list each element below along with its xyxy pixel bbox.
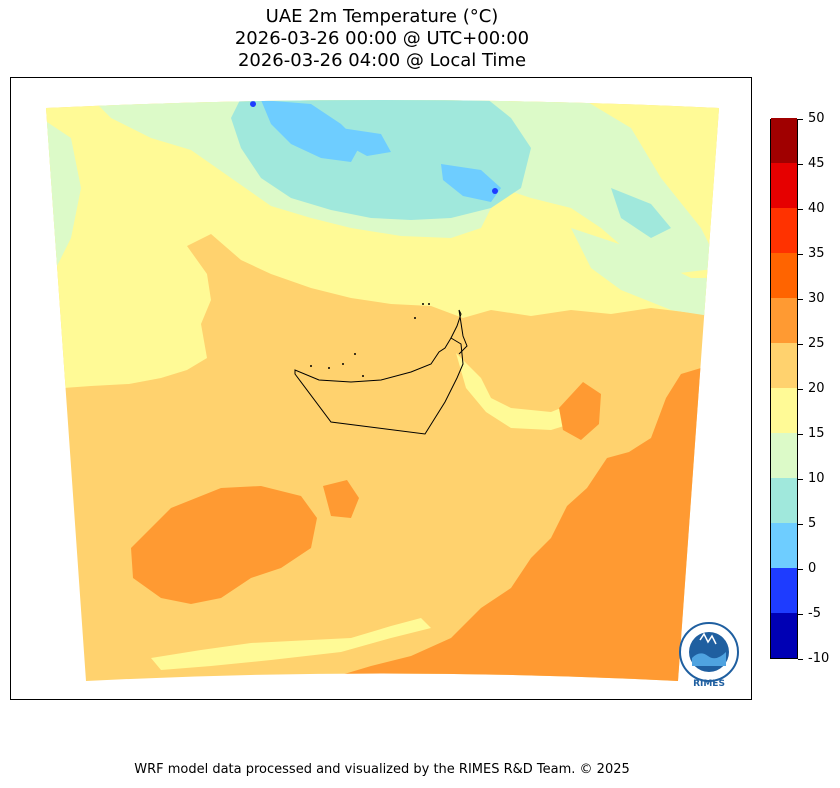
colorbar-segment <box>771 522 797 568</box>
colorbar-label: 40 <box>808 201 825 216</box>
temperature-map <box>46 100 719 681</box>
band-10-15-east <box>571 228 719 318</box>
colorbar-segment <box>771 117 797 163</box>
colorbar-segment <box>771 342 797 388</box>
colorbar-tick <box>798 209 803 210</box>
title-line-2: 2026-03-26 00:00 @ UTC+00:00 <box>234 28 530 49</box>
colorbar-tick <box>798 299 803 300</box>
band-25-30-small <box>323 480 359 518</box>
colorbar-segment <box>771 567 797 613</box>
uae-border <box>294 337 464 435</box>
colorbar-segment <box>771 477 797 523</box>
band-0-5-c <box>341 128 391 156</box>
band-25-30-south-east <box>311 358 719 681</box>
footer-credit: WRF model data processed and visualized … <box>134 762 630 777</box>
colorbar-label: 10 <box>808 471 825 486</box>
band-minus5-0-b <box>492 188 498 194</box>
musandam-coast <box>450 309 468 355</box>
colorbar-tick <box>798 614 803 615</box>
map-panel <box>10 77 752 700</box>
colorbar-tick <box>798 434 803 435</box>
colorbar-label: -10 <box>808 651 830 666</box>
colorbar <box>770 117 798 659</box>
colorbar-tick <box>798 344 803 345</box>
colorbar-tick <box>798 164 803 165</box>
band-minus5-0-a <box>250 101 256 107</box>
band-25-30-central-west <box>131 486 317 604</box>
colorbar-tick <box>798 569 803 570</box>
colorbar-label: 45 <box>808 156 825 171</box>
band-15-20-gulf <box>456 353 577 430</box>
chart-title: UAE 2m Temperature (°C) 2026-03-26 00:00… <box>10 6 754 72</box>
islands <box>310 303 430 377</box>
rimes-logo: RIMES <box>679 622 739 688</box>
colorbar-tick <box>798 479 803 480</box>
colorbar-segment <box>771 162 797 208</box>
title-line-1: UAE 2m Temperature (°C) <box>265 6 499 27</box>
band-0-5-a <box>261 100 361 162</box>
colorbar-tick <box>798 524 803 525</box>
band-25-30-oman <box>559 382 601 440</box>
colorbar-tick <box>798 119 803 120</box>
colorbar-label: 30 <box>808 291 825 306</box>
colorbar-tick <box>798 659 803 660</box>
band-15-20-south <box>151 618 431 670</box>
colorbar-label: 20 <box>808 381 825 396</box>
colorbar-label: 5 <box>808 516 817 531</box>
title-line-3: 2026-03-26 04:00 @ Local Time <box>237 50 527 71</box>
colorbar-tick <box>798 389 803 390</box>
colorbar-tick <box>798 254 803 255</box>
band-5-10-east <box>611 188 671 238</box>
logo-text: RIMES <box>693 679 725 688</box>
colorbar-label: -5 <box>808 606 821 621</box>
colorbar-segment <box>771 252 797 298</box>
colorbar-label: 35 <box>808 246 825 261</box>
colorbar-segment <box>771 297 797 343</box>
colorbar-label: 0 <box>808 561 817 576</box>
colorbar-segment <box>771 612 797 658</box>
colorbar-label: 50 <box>808 111 825 126</box>
colorbar-segment <box>771 432 797 478</box>
colorbar-segment <box>771 387 797 433</box>
band-0-5-b <box>441 164 501 202</box>
colorbar-label: 25 <box>808 336 825 351</box>
colorbar-segment <box>771 207 797 253</box>
colorbar-label: 15 <box>808 426 825 441</box>
